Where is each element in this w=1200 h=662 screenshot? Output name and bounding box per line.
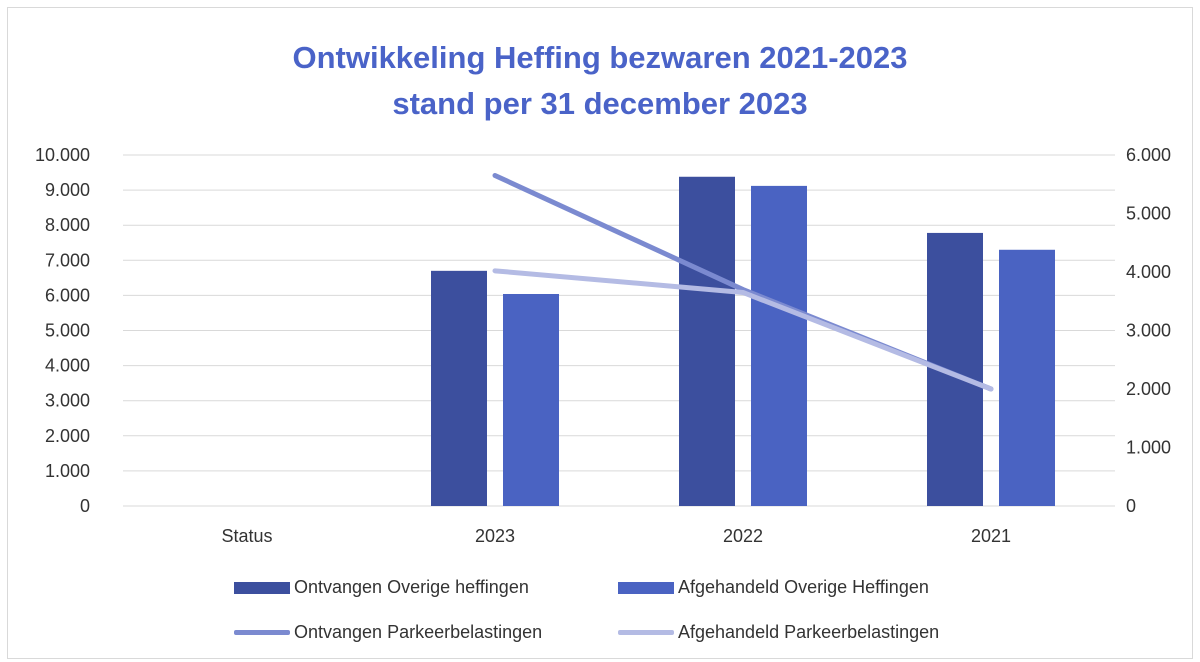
right-tick-label: 6.000: [1126, 145, 1171, 165]
right-axis-ticks: 6.000 5.000 4.000 3.000 2.000 1.000 0: [1126, 145, 1171, 516]
legend-label: Afgehandeld Overige Heffingen: [678, 577, 929, 597]
legend-label: Ontvangen Overige heffingen: [294, 577, 529, 597]
bar: [751, 185, 807, 506]
right-tick-label: 0: [1126, 496, 1136, 516]
left-tick-label: 3.000: [45, 391, 90, 411]
legend-item-afgehandeld-parkeer: Afgehandeld Parkeerbelastingen: [618, 622, 939, 643]
left-tick-label: 1.000: [45, 461, 90, 481]
bar: [679, 176, 735, 506]
legend-label: Ontvangen Parkeerbelastingen: [294, 622, 543, 642]
chart-frame: [7, 7, 1193, 659]
right-tick-label: 1.000: [1126, 438, 1171, 458]
lines: [492, 172, 994, 392]
bar: [503, 293, 559, 506]
legend-swatch: [234, 630, 290, 635]
left-tick-label: 8.000: [45, 215, 90, 235]
legend-swatch: [618, 630, 674, 635]
bars: [431, 176, 1055, 506]
left-tick-label: 2.000: [45, 426, 90, 446]
series-line: [492, 172, 994, 392]
left-tick-label: 6.000: [45, 285, 90, 305]
bar: [999, 249, 1055, 506]
left-tick-label: 7.000: [45, 250, 90, 270]
right-tick-label: 2.000: [1126, 379, 1171, 399]
series-line: [492, 268, 994, 392]
left-tick-label: 0: [80, 496, 90, 516]
legend-item-ontvangen-parkeer: Ontvangen Parkeerbelastingen: [234, 622, 542, 643]
legend-swatch: [618, 581, 674, 594]
left-axis-ticks: 10.000 9.000 8.000 7.000 6.000 5.000 4.000 3.00…: [35, 145, 90, 516]
left-tick-label: 10.000: [35, 145, 90, 165]
legend-label: Afgehandeld Parkeerbelastingen: [678, 622, 940, 642]
right-tick-label: 5.000: [1126, 204, 1171, 224]
legend-item-afgehandeld-overige: Afgehandeld Overige Heffingen: [618, 577, 929, 598]
left-tick-label: 4.000: [45, 356, 90, 376]
left-tick-label: 9.000: [45, 180, 90, 200]
x-tick-label: 2021: [971, 526, 1011, 546]
right-tick-label: 4.000: [1126, 262, 1171, 282]
legend-swatch: [234, 581, 290, 594]
chart-title-line-1: Ontwikkeling Heffing bezwaren 2021-2023: [292, 40, 908, 75]
left-tick-label: 5.000: [45, 321, 90, 341]
legend-item-ontvangen-overige: Ontvangen Overige heffingen: [234, 577, 529, 598]
chart-title-line-2: stand per 31 december 2023: [392, 86, 808, 121]
x-tick-label: 2023: [475, 526, 515, 546]
x-axis-ticks: Status 2023 2022 2021: [221, 526, 1011, 546]
bar: [431, 270, 487, 506]
x-tick-label: 2022: [723, 526, 763, 546]
x-tick-label: Status: [221, 526, 272, 546]
right-tick-label: 3.000: [1126, 321, 1171, 341]
